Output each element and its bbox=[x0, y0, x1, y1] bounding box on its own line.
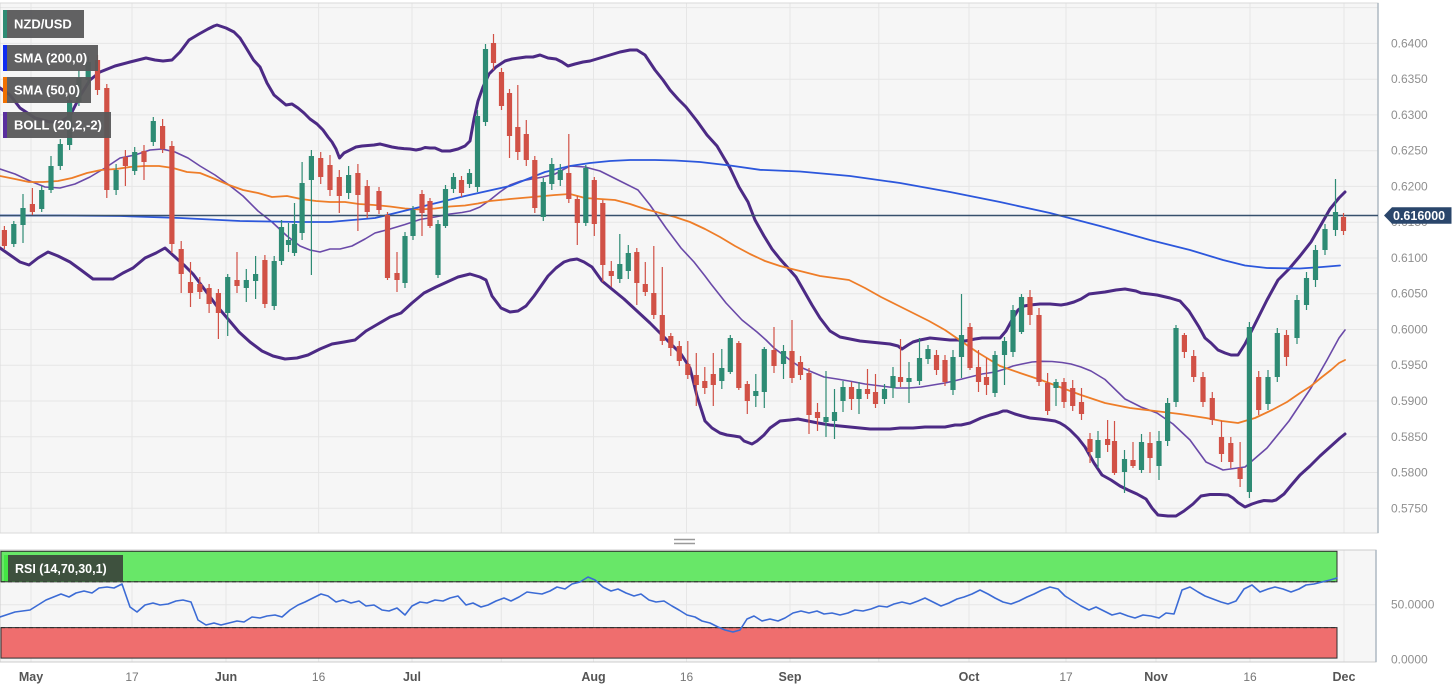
svg-text:0.5950: 0.5950 bbox=[1391, 358, 1428, 372]
svg-text:16: 16 bbox=[680, 670, 694, 684]
svg-text:0.6050: 0.6050 bbox=[1391, 287, 1428, 301]
svg-text:0.6000: 0.6000 bbox=[1391, 323, 1428, 337]
svg-text:17: 17 bbox=[1059, 670, 1073, 684]
svg-text:50.0000: 50.0000 bbox=[1391, 598, 1435, 612]
svg-text:Sep: Sep bbox=[779, 670, 802, 684]
svg-text:SMA (50,0): SMA (50,0) bbox=[14, 83, 80, 98]
svg-text:May: May bbox=[19, 670, 43, 684]
svg-text:BOLL (20,2,-2): BOLL (20,2,-2) bbox=[14, 118, 102, 133]
svg-text:Jul: Jul bbox=[403, 670, 421, 684]
svg-text:16: 16 bbox=[312, 670, 326, 684]
svg-text:16: 16 bbox=[1243, 670, 1257, 684]
svg-text:0.6400: 0.6400 bbox=[1391, 36, 1428, 50]
svg-text:17: 17 bbox=[125, 670, 139, 684]
svg-text:Aug: Aug bbox=[581, 670, 605, 684]
svg-text:0.6200: 0.6200 bbox=[1391, 179, 1428, 193]
svg-text:0.616000: 0.616000 bbox=[1393, 209, 1445, 223]
svg-text:0.6100: 0.6100 bbox=[1391, 251, 1428, 265]
svg-text:NZD/USD: NZD/USD bbox=[14, 17, 72, 32]
svg-text:0.6250: 0.6250 bbox=[1391, 144, 1428, 158]
svg-text:0.6300: 0.6300 bbox=[1391, 108, 1428, 122]
svg-text:0.0000: 0.0000 bbox=[1391, 652, 1428, 666]
svg-text:0.5750: 0.5750 bbox=[1391, 501, 1428, 515]
svg-text:0.5850: 0.5850 bbox=[1391, 430, 1428, 444]
svg-text:RSI (14,70,30,1): RSI (14,70,30,1) bbox=[15, 562, 107, 576]
svg-text:Oct: Oct bbox=[959, 670, 981, 684]
svg-text:SMA (200,0): SMA (200,0) bbox=[14, 51, 87, 66]
svg-text:Nov: Nov bbox=[1144, 670, 1168, 684]
svg-text:0.5800: 0.5800 bbox=[1391, 466, 1428, 480]
svg-text:Dec: Dec bbox=[1333, 670, 1356, 684]
svg-text:0.5900: 0.5900 bbox=[1391, 394, 1428, 408]
svg-text:Jun: Jun bbox=[215, 670, 237, 684]
svg-text:0.6350: 0.6350 bbox=[1391, 72, 1428, 86]
